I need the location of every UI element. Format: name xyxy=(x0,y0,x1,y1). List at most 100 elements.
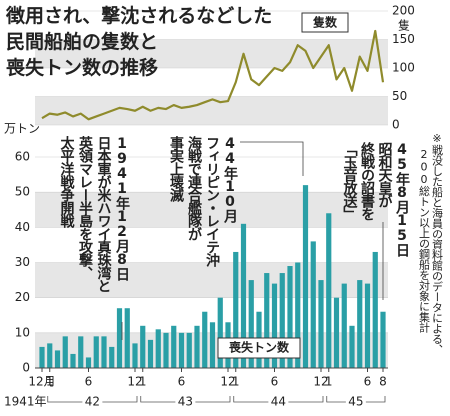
bar xyxy=(171,325,177,368)
y-tick-label: 40 xyxy=(15,220,30,234)
x-tick-label: 6 xyxy=(178,375,186,389)
bar xyxy=(116,308,123,368)
bar xyxy=(295,262,301,368)
bar xyxy=(333,297,340,368)
bar xyxy=(85,357,92,368)
bar xyxy=(155,329,161,368)
y-tick-label: 100 xyxy=(392,61,415,75)
bar xyxy=(341,283,347,368)
y-tick-label: 0 xyxy=(22,361,30,375)
bar xyxy=(318,280,324,368)
bar xyxy=(209,322,216,368)
bar xyxy=(326,213,332,368)
x-tick-label: 6 xyxy=(364,375,372,389)
bar xyxy=(310,241,316,368)
bar xyxy=(124,308,130,368)
x-tick-label: 6 xyxy=(85,375,93,389)
bar xyxy=(101,336,107,368)
line xyxy=(41,29,385,121)
bar xyxy=(217,297,223,368)
y-unit: 万トン xyxy=(4,122,40,136)
bar xyxy=(78,336,84,368)
year-label: 42 xyxy=(85,395,100,409)
y-tick-label: 50 xyxy=(392,89,407,103)
x-tick-label: 12 xyxy=(127,375,142,389)
annotation: 44年10月 xyxy=(222,136,239,224)
year-bracket xyxy=(233,396,324,403)
bar xyxy=(264,273,270,368)
year-label: 45 xyxy=(348,395,363,409)
y-tick-label: 30 xyxy=(15,255,30,269)
bar xyxy=(147,339,154,368)
bar xyxy=(140,325,146,368)
annotation: 1941年12月8日 xyxy=(114,136,131,282)
bar xyxy=(202,311,208,368)
bar xyxy=(132,343,138,368)
bar xyxy=(194,325,200,368)
annotation: 日本軍が米ハワイ真珠湾と xyxy=(96,136,112,293)
bar xyxy=(54,350,61,368)
x-tick-label: 8 xyxy=(379,375,387,389)
x-tick-label: 6 xyxy=(271,375,279,389)
bar xyxy=(39,346,45,368)
x-tick-label: 12 xyxy=(220,375,235,389)
x-tick-label: 1 xyxy=(232,375,240,389)
legend-box xyxy=(217,337,301,359)
bar xyxy=(109,346,115,368)
year-label: 1941年 xyxy=(4,395,47,409)
annotation: 昭和天皇が xyxy=(377,142,393,208)
x-tick-label: 1 xyxy=(325,375,333,389)
bar xyxy=(163,332,169,368)
y-tick-label: 20 xyxy=(15,290,30,304)
bar xyxy=(279,273,285,368)
legend-box xyxy=(301,12,349,33)
year-bracket xyxy=(47,396,138,403)
annotation: フィリピン・レイテ沖 xyxy=(204,136,220,268)
y-unit: 隻 xyxy=(398,18,410,33)
bar xyxy=(70,353,76,368)
bar xyxy=(178,332,185,368)
bar xyxy=(364,283,371,368)
legend-label: 隻数 xyxy=(312,15,338,30)
title-line: 喪失トン数の推移 xyxy=(6,56,158,79)
x-tick-label: 1 xyxy=(139,375,147,389)
y-tick-label: 200 xyxy=(392,4,415,18)
annotation: 終戦の詔書を xyxy=(359,141,375,221)
y-tick-label: 60 xyxy=(15,150,30,164)
annotation: 事実上壊滅 xyxy=(168,135,184,203)
bar xyxy=(233,251,239,368)
leader-line xyxy=(240,141,304,176)
annotation: 英領マレー半島を攻撃、 xyxy=(77,135,94,279)
year-bracket xyxy=(140,396,231,403)
x-tick-label: 12月 xyxy=(28,375,55,389)
legend-label: 喪失トン数 xyxy=(229,340,290,355)
bar xyxy=(349,325,355,368)
annotation: 太平洋戦争開戦 xyxy=(59,135,75,229)
year-bracket xyxy=(326,396,386,403)
y-tick-label: 150 xyxy=(392,32,415,46)
y-tick-label: 0 xyxy=(392,118,400,132)
title-line: 徴用され、撃沈されるなどした xyxy=(5,4,272,27)
year-label: 44 xyxy=(271,395,286,409)
bar xyxy=(47,343,53,368)
bar xyxy=(62,336,68,368)
bar xyxy=(271,283,278,368)
bar xyxy=(240,223,247,368)
annotation: 海戦で連合艦隊が xyxy=(186,135,202,241)
note: 200総トン以上の鋼船を対象に集計 xyxy=(418,148,431,334)
bar xyxy=(287,266,293,368)
bar xyxy=(357,280,363,368)
x-tick-label: 12 xyxy=(313,375,328,389)
y-tick-label: 10 xyxy=(15,325,30,339)
grid-band xyxy=(35,96,388,125)
y-tick-label: 50 xyxy=(15,185,30,199)
bar xyxy=(372,251,378,368)
x-tick-label: 1 xyxy=(46,375,54,389)
year-label: 43 xyxy=(178,395,193,409)
note: ※戦没した船と海員の資料館のデータによる、 xyxy=(431,132,444,355)
bar xyxy=(380,311,386,368)
annotation: 45年8月15日 xyxy=(394,142,411,258)
bar xyxy=(93,336,99,368)
annotation: 「玉音放送」 xyxy=(342,142,359,220)
